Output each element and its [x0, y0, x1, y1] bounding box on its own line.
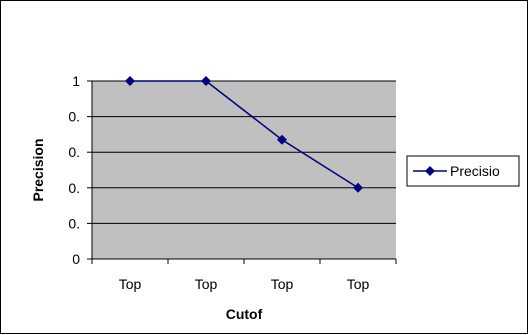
- y-axis-ticks: 0 0. 0. 0. 0. 1: [68, 73, 92, 267]
- x-axis-ticks: Top Top Top Top: [91, 259, 397, 292]
- series-group: [125, 76, 363, 193]
- x-tick-label: Top: [195, 276, 218, 292]
- data-point-marker: [125, 76, 135, 86]
- data-point-marker: [277, 134, 287, 145]
- y-tick-label: 0.: [68, 144, 80, 160]
- x-tick-label: Top: [119, 276, 142, 292]
- legend-marker-icon: [425, 166, 435, 176]
- y-tick-label: 0.: [68, 109, 80, 125]
- y-axis-title: Precision: [30, 138, 46, 201]
- y-tick-label: 0: [72, 251, 80, 267]
- plot-area: [92, 81, 396, 259]
- x-tick-label: Top: [271, 276, 294, 292]
- data-point-marker: [201, 76, 211, 86]
- series-line: [130, 80, 359, 189]
- legend-label: Precisio: [450, 163, 500, 179]
- data-point-marker: [353, 182, 363, 193]
- x-axis-title: Cutof: [226, 306, 263, 322]
- legend: Precisio: [406, 155, 520, 187]
- x-tick-label: Top: [347, 276, 370, 292]
- y-tick-label: 0.: [68, 215, 80, 231]
- y-tick-label: 1: [72, 73, 80, 89]
- y-tick-label: 0.: [68, 180, 80, 196]
